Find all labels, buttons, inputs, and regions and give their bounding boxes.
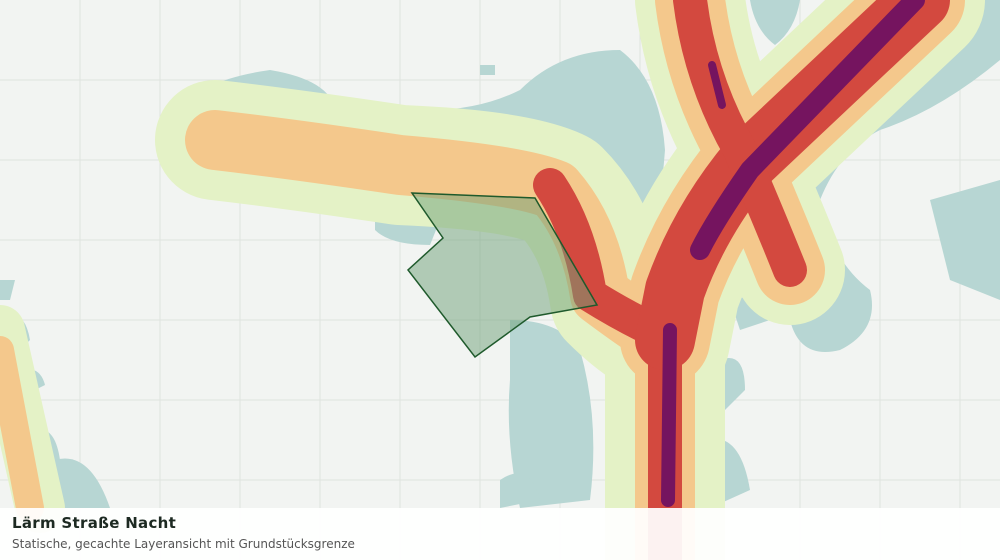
parcel-boundary [406, 192, 599, 359]
caption: Lärm Straße Nacht Statische, gecachte La… [0, 508, 1000, 560]
map-title: Lärm Straße Nacht [12, 514, 177, 532]
map-subtitle: Statische, gecachte Layeransicht mit Gru… [12, 537, 355, 551]
